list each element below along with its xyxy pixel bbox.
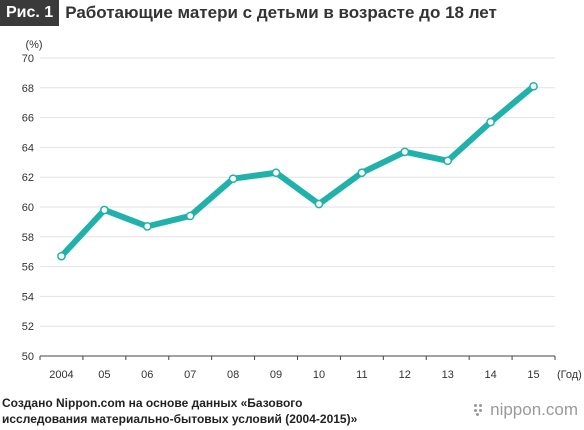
data-point <box>100 205 109 215</box>
data-point <box>400 147 410 157</box>
y-tick-label: 50 <box>22 351 34 363</box>
publisher-logo: nippon.com <box>474 400 578 420</box>
source-note: Создано Nippon.com на основе данных «Баз… <box>2 396 358 426</box>
x-tick-label: 14 <box>485 369 497 381</box>
series-layer <box>57 81 538 261</box>
x-tick-label: 11 <box>356 369 367 381</box>
data-point <box>357 168 367 178</box>
data-point <box>443 156 453 166</box>
nippon-logo-icon <box>474 404 486 416</box>
data-point <box>529 81 538 91</box>
x-tick-label: 15 <box>527 369 539 381</box>
y-tick-label: 64 <box>22 142 34 154</box>
x-tick-label: 10 <box>313 369 325 381</box>
x-tick-label: 13 <box>442 369 454 381</box>
x-tick-label: 08 <box>227 369 239 381</box>
y-tick-label: 52 <box>22 321 34 333</box>
data-point <box>185 211 195 221</box>
figure-badge: Рис. 1 <box>0 0 60 26</box>
series-line <box>58 83 537 260</box>
x-tick-label: 05 <box>98 369 110 381</box>
axis-layer: 50 52 54 56 58 60 62 64 66 68 70 (%) 2004 05 06 07 08 09 1… <box>22 39 582 381</box>
y-tick-label: 62 <box>22 172 34 184</box>
x-tick-label: 07 <box>184 369 196 381</box>
x-tick-label: 2004 <box>49 369 73 381</box>
grid-layer <box>40 57 555 357</box>
y-axis-unit: (%) <box>25 39 42 51</box>
y-tick-label: 66 <box>22 113 34 125</box>
y-tick-label: 60 <box>22 202 34 214</box>
data-point <box>271 168 281 178</box>
x-axis-unit: (Год) <box>557 369 582 381</box>
chart-title: Работающие матери с детьми в возрасте до… <box>65 3 497 22</box>
y-tick-label: 54 <box>22 291 34 303</box>
data-point <box>314 199 324 209</box>
line-chart: 50 52 54 56 58 60 62 64 66 68 70 (%) 2004 05 06 07 08 09 1… <box>22 39 582 381</box>
x-tick-label: 09 <box>270 369 282 381</box>
y-tick-label: 68 <box>22 83 34 95</box>
logo-text: nippon.com <box>490 400 578 419</box>
y-tick-label: 56 <box>22 262 34 274</box>
x-tick-label: 06 <box>141 369 153 381</box>
y-tick-label: 70 <box>22 53 34 65</box>
figure-header: Рис. 1 Работающие матери с детьми в возр… <box>0 0 497 26</box>
data-point <box>57 251 66 261</box>
data-point <box>142 222 152 231</box>
x-tick-label: 12 <box>399 369 411 381</box>
data-point <box>486 117 495 127</box>
data-point <box>228 174 238 184</box>
y-tick-label: 58 <box>22 232 34 244</box>
